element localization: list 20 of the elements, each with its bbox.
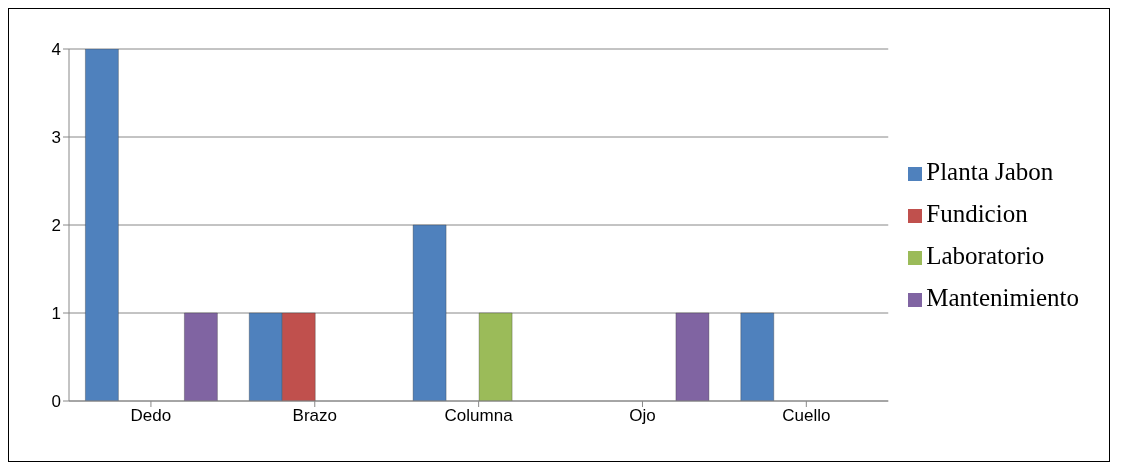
bar <box>740 312 775 401</box>
bar <box>675 312 710 401</box>
legend-label: Mantenimiento <box>926 284 1079 311</box>
y-tick-label: 3 <box>51 128 61 148</box>
x-tick-label: Ojo <box>629 406 656 426</box>
legend-label: Planta Jabon <box>926 158 1054 185</box>
bar <box>412 224 447 401</box>
bar <box>478 312 513 401</box>
y-tick-label: 1 <box>51 304 61 324</box>
y-tick-label: 4 <box>51 40 61 60</box>
bar <box>183 312 218 401</box>
legend-label: Laboratorio <box>926 242 1045 269</box>
legend-label: Fundicion <box>926 200 1028 227</box>
x-tick-label: Dedo <box>130 406 172 426</box>
x-tick-label: Cuello <box>782 406 831 426</box>
x-tick-label: Columna <box>444 406 514 426</box>
y-tick-label: 0 <box>51 392 61 412</box>
bar <box>84 49 119 401</box>
x-tick-label: Brazo <box>292 406 337 426</box>
y-tick-label: 2 <box>51 216 61 236</box>
